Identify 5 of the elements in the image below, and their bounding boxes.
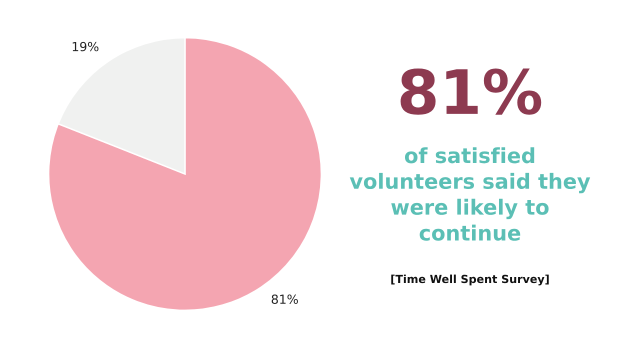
text: of satisfied volunteers said they were likely to continue bbox=[350, 147, 590, 241]
text: [Time Well Spent Survey] bbox=[391, 274, 549, 286]
data-label: 19% bbox=[72, 42, 98, 52]
text: 81% bbox=[400, 68, 542, 115]
data-label: 81% bbox=[272, 294, 298, 304]
